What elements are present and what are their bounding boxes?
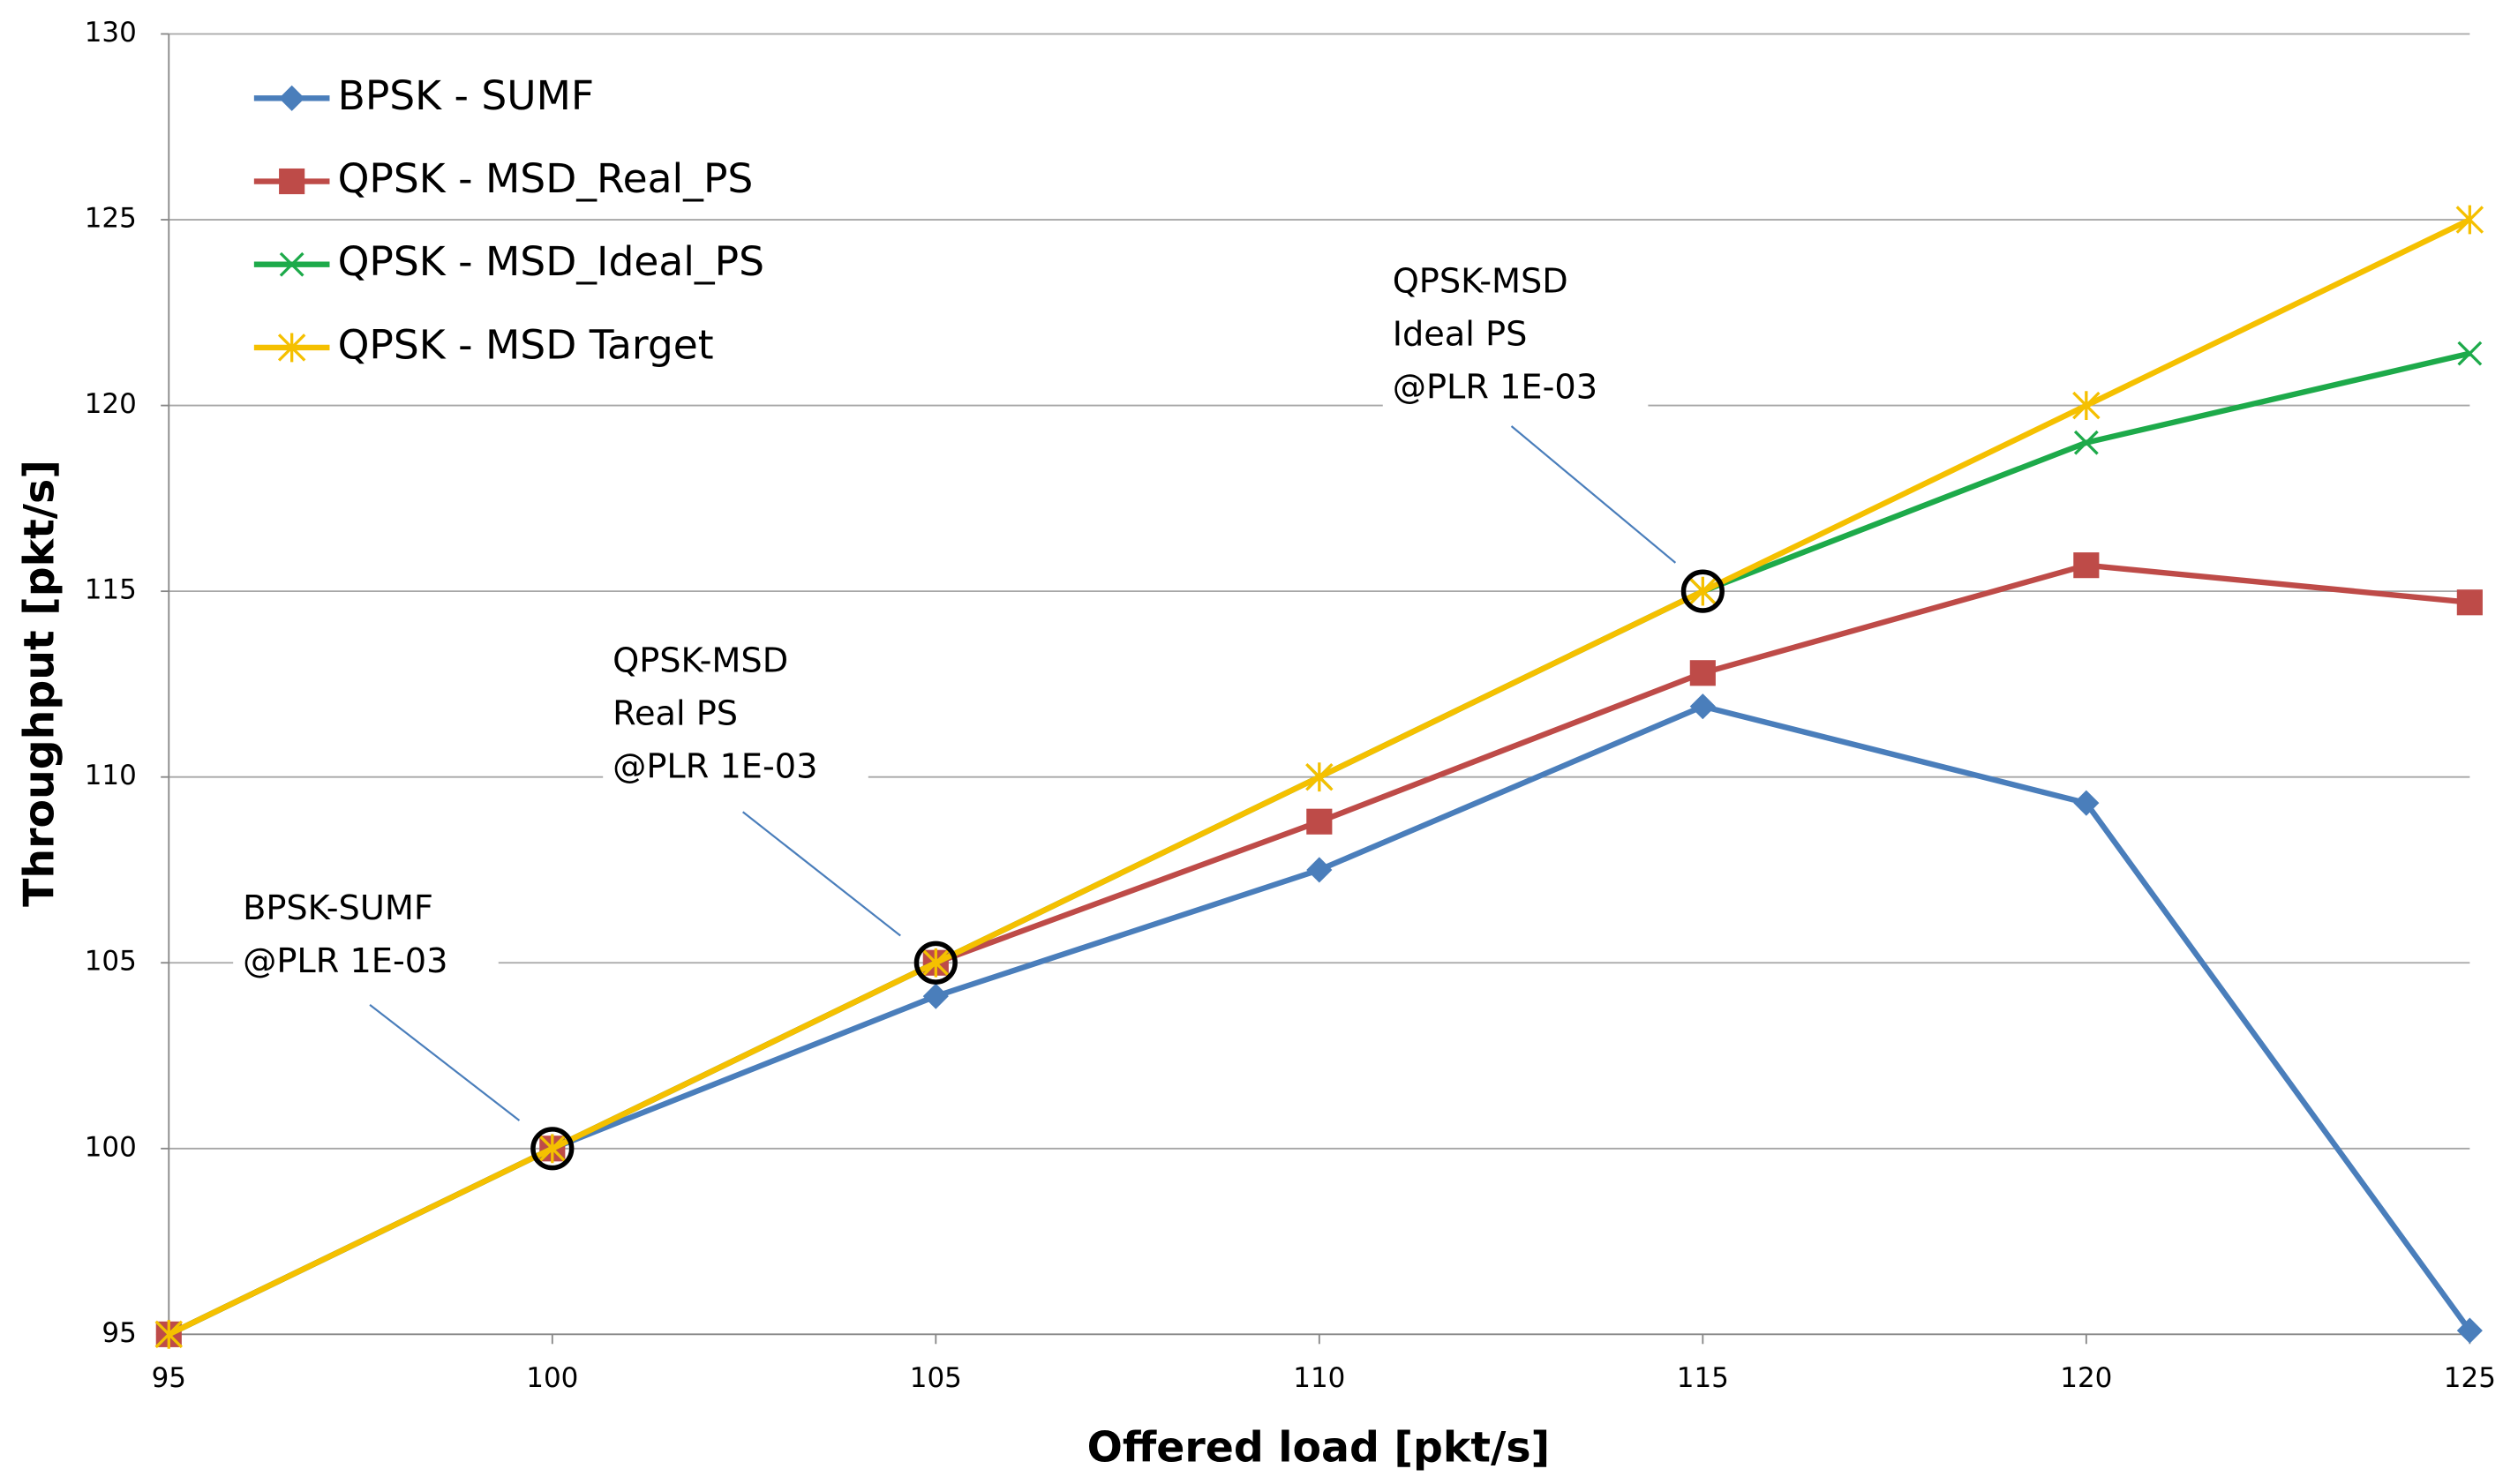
x-tick-label: 100: [526, 1362, 578, 1394]
marker: [1306, 808, 1333, 835]
legend-label: QPSK - MSD_Ideal_PS: [338, 238, 764, 285]
marker: [2455, 205, 2484, 235]
annotation-circle: [913, 941, 958, 985]
x-tick-label: 125: [2444, 1362, 2496, 1394]
x-axis-title: Offered load [pkt/s]: [1087, 1424, 1551, 1473]
legend-marker: [279, 251, 304, 277]
marker: [538, 1134, 567, 1164]
marker: [922, 983, 949, 1009]
y-tick-label: 120: [85, 388, 137, 420]
annotation-text: @PLR 1E-03: [243, 941, 447, 981]
marker: [2456, 589, 2483, 616]
annotation-text: QPSK-MSD: [613, 641, 788, 680]
annotation-callout: [369, 1004, 521, 1121]
marker: [2072, 391, 2101, 420]
marker: [2456, 1317, 2483, 1344]
legend-marker: [279, 168, 305, 195]
y-tick-label: 115: [85, 574, 137, 606]
y-tick-label: 110: [85, 760, 137, 791]
x-tick-label: 110: [1293, 1362, 1345, 1394]
legend-label: QPSK - MSD Target: [338, 321, 714, 368]
legend-label: QPSK - MSD_Real_PS: [338, 155, 754, 202]
y-tick-label: 95: [101, 1317, 136, 1349]
marker: [1306, 857, 1333, 883]
x-tick-label: 120: [2060, 1362, 2112, 1394]
x-tick-label: 105: [910, 1362, 962, 1394]
annotation-circle: [1680, 569, 1725, 613]
marker: [2073, 430, 2099, 455]
annotation-circle: [530, 1127, 575, 1171]
x-tick-label: 95: [152, 1362, 186, 1394]
annotation-text: BPSK-SUMF: [243, 888, 433, 928]
annotation-text: @PLR 1E-03: [613, 747, 817, 787]
y-tick-label: 100: [85, 1131, 137, 1163]
marker: [1305, 762, 1334, 792]
marker: [2457, 341, 2483, 366]
marker: [1688, 576, 1718, 606]
annotation-box: [603, 633, 868, 799]
annotation-box: [1382, 254, 1649, 420]
annotation-text: QPSK-MSD: [1393, 261, 1568, 301]
legend-marker: [277, 333, 306, 363]
x-tick-label: 115: [1677, 1362, 1729, 1394]
annotation-callout: [1510, 425, 1677, 564]
marker: [1689, 660, 1716, 686]
annotation-text: Real PS: [613, 693, 738, 733]
annotation-text: @PLR 1E-03: [1393, 368, 1597, 408]
y-tick-label: 125: [85, 203, 137, 235]
annotation-box: [233, 881, 499, 994]
y-axis-title: Throughput [pkt/s]: [15, 460, 64, 907]
annotation-text: Ideal PS: [1393, 314, 1528, 354]
y-tick-label: 105: [85, 946, 137, 978]
annotation-callout: [742, 811, 901, 937]
marker: [2073, 552, 2100, 579]
marker: [921, 948, 951, 978]
y-tick-label: 130: [85, 17, 137, 49]
legend-label: BPSK - SUMF: [338, 72, 595, 119]
marker: [154, 1319, 184, 1349]
